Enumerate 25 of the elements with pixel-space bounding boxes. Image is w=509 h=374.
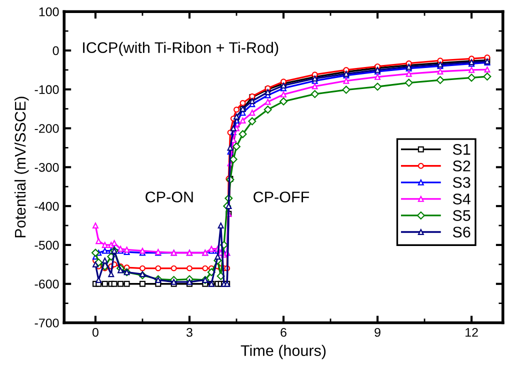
y-tick-label: 0 (52, 46, 59, 56)
x-tick-label: 12 (466, 328, 478, 337)
y-tick-label: -700 (34, 318, 59, 328)
x-tick-label: 0 (92, 328, 98, 337)
x-axis-title: Time (hours) (240, 344, 326, 360)
x-tick-label: 3 (186, 328, 192, 337)
y-tick-label: -300 (34, 162, 59, 172)
legend-label: S1 (452, 144, 470, 155)
y-axis-title: Potential (mV/SSCE) (14, 96, 29, 238)
y-tick-label: -100 (34, 85, 59, 94)
y-tick-label: -500 (34, 240, 59, 250)
legend-label: S3 (452, 177, 470, 188)
legend-label: S4 (452, 194, 470, 204)
y-tick-label: -400 (34, 202, 59, 211)
annotation: CP-ON (146, 192, 193, 202)
legend-label: S6 (452, 226, 470, 238)
annotation: ICCP(with Ti-Ribon + Ti-Rod) (83, 42, 278, 56)
x-tick-label: 9 (374, 328, 380, 337)
y-tick-label: -600 (34, 280, 59, 289)
x-tick-label: 6 (280, 328, 286, 337)
legend-label: S2 (452, 160, 470, 172)
y-tick-label: 100 (39, 7, 59, 16)
y-tick-label: -200 (34, 124, 59, 133)
legend-label: S5 (452, 210, 470, 221)
annotation: CP-OFF (254, 192, 310, 202)
